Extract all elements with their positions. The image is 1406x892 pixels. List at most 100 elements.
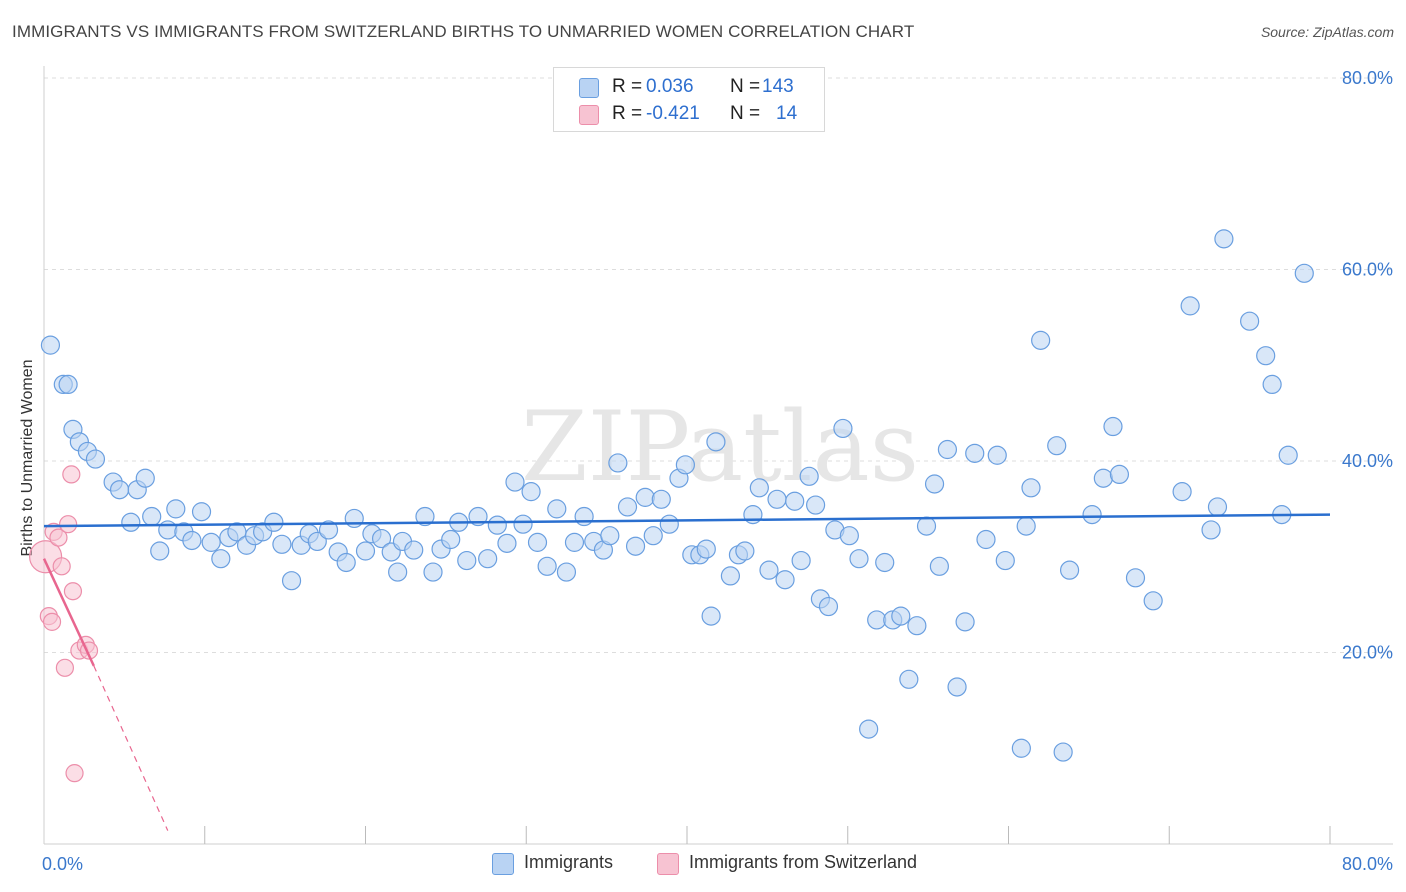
switzerland-point	[65, 764, 84, 783]
immigrants-point	[839, 526, 859, 546]
immigrants-point	[1103, 416, 1123, 437]
immigrants-point	[891, 606, 911, 626]
correlation-legend: R = 0.036 N = 143 R = -0.421 N = 14	[553, 67, 825, 132]
switzerland-points	[29, 465, 99, 783]
immigrants-point	[1143, 591, 1163, 611]
immigrants-point	[547, 499, 567, 519]
immigrants-point	[1207, 497, 1228, 517]
immigrants-point	[767, 489, 787, 509]
immigrants-point	[1278, 445, 1298, 465]
immigrants-point	[1172, 482, 1192, 502]
immigrants-point	[191, 502, 212, 522]
immigrants-point	[564, 532, 585, 552]
source-credit: Source: ZipAtlas.com	[1260, 24, 1394, 40]
legend-n-label: N =	[730, 103, 761, 124]
immigrants-point	[336, 552, 356, 573]
immigrants-point	[150, 541, 170, 561]
immigrants-point	[142, 506, 162, 527]
immigrants-point	[441, 529, 461, 550]
switzerland-point	[52, 557, 71, 576]
immigrants-point	[307, 531, 327, 552]
immigrants-point	[1016, 516, 1036, 536]
immigrants-point	[1201, 520, 1221, 540]
immigrants-point	[166, 499, 186, 519]
immigrants-point	[344, 508, 364, 529]
immigrants-point	[272, 534, 292, 554]
immigrants-point	[947, 677, 967, 697]
immigrants-point	[182, 530, 202, 551]
bottom-legend-swatch-pink	[657, 853, 679, 875]
bottom-legend-swatch-blue	[492, 853, 514, 875]
legend-r-label: R =	[612, 76, 643, 97]
immigrants-point	[1262, 374, 1282, 394]
legend-row-switzerland: R = -0.421 N = 14	[554, 101, 824, 129]
axes	[43, 66, 1393, 845]
switzerland-trend-extension	[93, 665, 169, 831]
immigrants-point	[899, 669, 919, 689]
bottom-legend-label: Immigrants from Switzerland	[689, 852, 918, 872]
immigrants-point	[109, 480, 130, 500]
immigrants-point	[264, 512, 284, 532]
immigrants-point	[513, 514, 533, 534]
immigrants-point	[497, 533, 517, 553]
immigrants-point	[415, 506, 435, 527]
y-tick-label: 60.0%	[1342, 260, 1393, 280]
immigrants-point	[659, 514, 679, 534]
switzerland-point	[55, 658, 74, 677]
immigrants-point	[987, 445, 1007, 465]
tick-labels: 20.0% 40.0% 60.0% 80.0% 0.0% 80.0%	[42, 68, 1393, 874]
immigrants-point	[929, 556, 949, 576]
immigrants-point	[775, 570, 795, 590]
immigrants-point	[1256, 346, 1276, 366]
trend-lines	[42, 513, 1331, 831]
chart-title: IMMIGRANTS VS IMMIGRANTS FROM SWITZERLAN…	[12, 22, 915, 41]
immigrants-point	[907, 616, 927, 636]
immigrants-point	[537, 556, 557, 576]
bottom-legend-label: Immigrants	[524, 852, 614, 872]
immigrants-point	[976, 529, 996, 550]
immigrants-point	[965, 443, 985, 463]
immigrants-point	[371, 528, 392, 549]
immigrants-point	[1180, 296, 1200, 316]
immigrants-point	[916, 516, 937, 536]
immigrants-point	[785, 491, 805, 511]
immigrants-point	[121, 512, 141, 532]
immigrants-point	[40, 335, 61, 355]
immigrants-point	[875, 552, 895, 573]
legend-row-immigrants: R = 0.036 N = 143	[554, 74, 824, 102]
immigrants-point	[818, 596, 839, 617]
legend-swatch-blue	[579, 78, 599, 98]
immigrants-point	[1031, 330, 1051, 350]
immigrants-point	[318, 520, 339, 540]
immigrants-point	[404, 540, 424, 560]
immigrants-point	[1240, 311, 1260, 331]
immigrants-point	[759, 560, 779, 580]
immigrants-point	[791, 550, 811, 571]
immigrants-point	[635, 487, 655, 507]
immigrants-point	[58, 374, 78, 394]
immigrants-point	[608, 453, 628, 473]
immigrants-point	[867, 610, 887, 630]
immigrants-point	[600, 526, 620, 546]
switzerland-point	[42, 612, 62, 631]
immigrants-point	[521, 482, 541, 502]
legend-n-value: 14	[776, 103, 798, 124]
immigrants-point	[478, 549, 498, 569]
immigrants-point	[527, 532, 548, 552]
switzerland-point	[62, 465, 81, 484]
immigrants-point	[457, 550, 477, 571]
immigrants-point	[201, 532, 221, 552]
immigrants-point	[1214, 229, 1234, 249]
immigrants-point	[1053, 742, 1073, 762]
immigrants-point	[85, 449, 106, 469]
immigrants-point	[643, 526, 663, 546]
legend-r-value: -0.421	[646, 103, 700, 124]
immigrants-point	[749, 478, 769, 498]
immigrants-point	[135, 468, 155, 488]
switzerland-point	[59, 515, 78, 534]
immigrants-point	[1109, 464, 1130, 485]
immigrants-point	[955, 612, 975, 632]
immigrants-point	[859, 719, 879, 739]
immigrants-point	[1093, 468, 1113, 488]
immigrants-point	[937, 439, 958, 460]
